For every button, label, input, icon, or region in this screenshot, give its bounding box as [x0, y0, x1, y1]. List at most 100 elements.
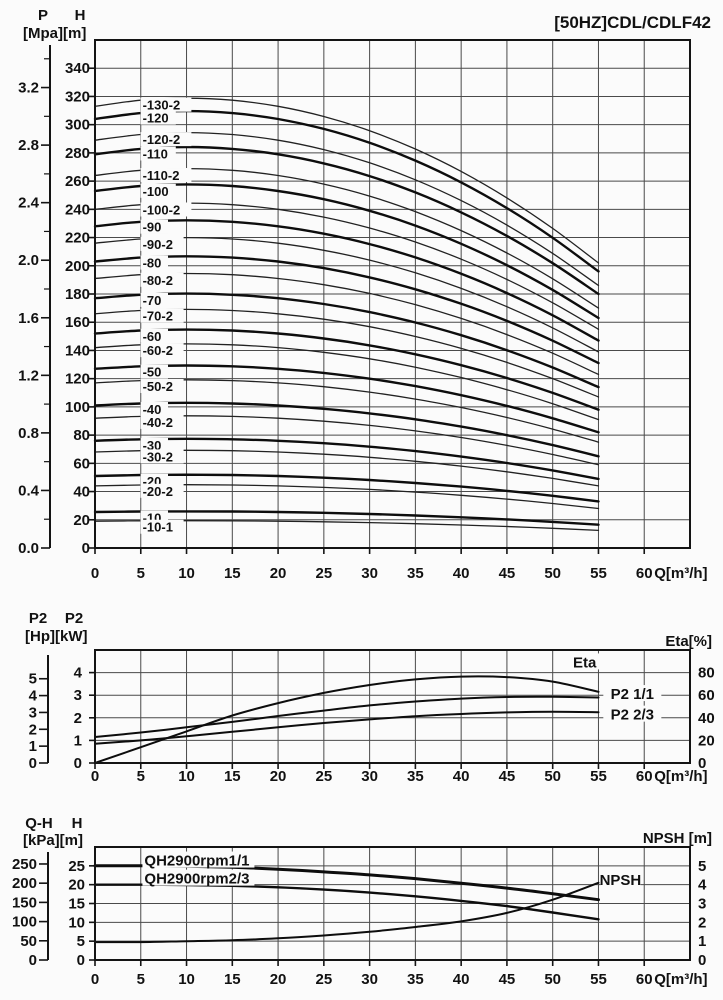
- y-tick-label: 340: [65, 60, 90, 77]
- secondary-tick-label: 2.0: [18, 252, 39, 269]
- y-tick-label: 320: [65, 88, 90, 105]
- curve-label: -90: [143, 220, 162, 235]
- x-axis: 0 5 10 15 20 25 30 35 40 45 50 55 60 Q[m³/h]: [91, 763, 708, 785]
- mid-axis-units: [Hp][kW]: [25, 628, 87, 645]
- right-axis: 0 20 40 60 80: [698, 665, 715, 772]
- x-tick-label: 15: [224, 768, 241, 785]
- curve-50: [93, 364, 600, 434]
- curve-80-2: [94, 272, 600, 376]
- secondary-tick-label: 0: [29, 952, 37, 969]
- x-tick-label: 15: [224, 565, 241, 582]
- hm-axis-title: H: [72, 815, 83, 832]
- curves: [94, 675, 600, 764]
- x-axis-unit: Q[m³/h]: [654, 768, 707, 785]
- x-axis-unit: Q[m³/h]: [654, 565, 707, 582]
- x-axis: 0 5 10 15 20 25 30 35 40 45 50 55 60 Q[m³/h]: [91, 548, 708, 582]
- secondary-tick-label: 250: [12, 856, 37, 873]
- x-tick-label: 20: [270, 971, 287, 988]
- secondary-axis: 0.0 0.4 0.8 1.2 1.6 2.0 2.4 2.8 3.2: [18, 45, 51, 557]
- y-tick-label: 120: [65, 371, 90, 388]
- x-tick-label: 20: [270, 565, 287, 582]
- qh-npsh-chart: 0 5 10 15 20 25 30 35 40 45 50 55 60 Q[m³/h]051015202…: [12, 815, 712, 988]
- curve-label: -90-2: [143, 237, 173, 252]
- secondary-tick-label: 3: [29, 704, 37, 721]
- curve-70: [93, 292, 600, 389]
- chart-title: [50HZ]CDL/CDLF42: [554, 13, 711, 32]
- curve-label: -30-2: [143, 449, 173, 464]
- power-eta-plot: 0 5 10 15 20 25 30 35 40 45 50 55 60 Q[m³/h]012340123…: [29, 649, 715, 785]
- curve-label: -120-2: [143, 132, 181, 147]
- plot-border: [94, 39, 691, 549]
- secondary-tick-label: 0.4: [18, 482, 40, 499]
- curve-60: [93, 328, 600, 411]
- curve-label: -20-2: [143, 484, 173, 499]
- curve-npsh: [94, 881, 600, 944]
- x-tick-label: 30: [361, 768, 378, 785]
- power-eta-chart: 0 5 10 15 20 25 30 35 40 45 50 55 60 Q[m³/h]012340123…: [25, 610, 715, 785]
- secondary-axis: 0 50 100 150 200 250: [12, 852, 49, 969]
- curve-labels: -130-2-120-120-2-110-110-2-100-100-2-90-…: [140, 97, 192, 535]
- y-tick-label: 15: [68, 896, 85, 913]
- curve-20: [93, 473, 600, 503]
- right-tick-label: 20: [698, 732, 715, 749]
- y-tick-label: 1: [74, 732, 82, 749]
- x-tick-label: 20: [270, 768, 287, 785]
- secondary-tick-label: 4: [29, 688, 38, 705]
- y-tick-label: 200: [65, 258, 90, 275]
- secondary-tick-label: 1.6: [18, 310, 39, 327]
- y-tick-label: 220: [65, 230, 90, 247]
- y-tick-label: 0: [74, 755, 82, 772]
- x-tick-label: 55: [590, 768, 607, 785]
- x-tick-label: 10: [178, 565, 195, 582]
- x-tick-label: 10: [178, 768, 195, 785]
- y-axis: 0 1 2 3 4: [74, 665, 95, 772]
- curve-100: [93, 183, 600, 320]
- plot-border: [94, 846, 691, 961]
- x-tick-label: 55: [590, 971, 607, 988]
- qh-stage-chart: 0 5 10 15 20 25 30 35 40 45 50 55 60 Q[m³/h]020406080…: [18, 7, 711, 582]
- secondary-tick-label: 5: [29, 671, 37, 688]
- x-tick-label: 30: [361, 971, 378, 988]
- qh-stage-plot: 0 5 10 15 20 25 30 35 40 45 50 55 60 Q[m³/h]020406080…: [18, 39, 708, 582]
- y-tick-label: 25: [68, 858, 85, 875]
- curve-eta: [94, 675, 600, 764]
- right-tick-label: 3: [698, 896, 706, 913]
- y-tick-label: 260: [65, 173, 90, 190]
- p2kw-axis-title: P2: [65, 610, 83, 627]
- x-tick-label: 35: [407, 768, 424, 785]
- curve-label: -100: [143, 184, 169, 199]
- curve-40: [93, 401, 600, 458]
- x-tick-label: 45: [499, 971, 516, 988]
- curve-label: -10-1: [143, 520, 173, 535]
- x-tick-label: 15: [224, 971, 241, 988]
- right-tick-label: 0: [698, 952, 706, 969]
- secondary-tick-label: 2: [29, 721, 37, 738]
- curve-label: -60-2: [143, 343, 173, 358]
- secondary-tick-label: 0: [29, 755, 37, 772]
- x-tick-label: 50: [544, 768, 561, 785]
- y-tick-label: 100: [65, 399, 90, 416]
- x-axis: 0 5 10 15 20 25 30 35 40 45 50 55 60 Q[m³/h]: [91, 960, 708, 988]
- right-tick-label: 60: [698, 687, 715, 704]
- right-tick-label: 5: [698, 858, 706, 875]
- qh-axis-title: Q-H: [25, 815, 53, 832]
- curve-label: Eta: [573, 654, 597, 671]
- curve-label: P2 1/1: [611, 686, 654, 703]
- curve-label: NPSH: [600, 872, 642, 889]
- x-tick-label: 55: [590, 565, 607, 582]
- x-tick-label: 25: [316, 565, 333, 582]
- x-tick-label: 10: [178, 971, 195, 988]
- x-tick-label: 40: [453, 768, 470, 785]
- x-tick-label: 5: [137, 565, 145, 582]
- curve-80: [93, 255, 600, 365]
- x-tick-label: 35: [407, 971, 424, 988]
- right-tick-label: 0: [698, 755, 706, 772]
- x-axis-unit: Q[m³/h]: [654, 971, 707, 988]
- curve-label: -50: [143, 365, 162, 380]
- x-tick-label: 30: [361, 565, 378, 582]
- curve-110: [93, 145, 600, 296]
